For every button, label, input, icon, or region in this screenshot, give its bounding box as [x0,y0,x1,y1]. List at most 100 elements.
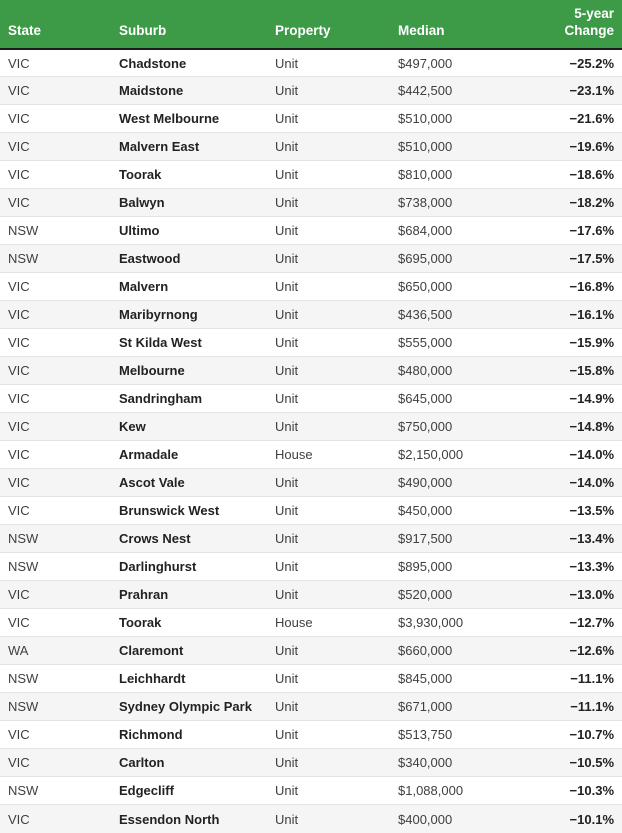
cell-median: $660,000 [390,636,530,665]
cell-state: NSW [0,524,111,553]
cell-property: Unit [267,720,390,749]
table-row: VIC Richmond Unit $513,750 −10.7% [0,720,622,749]
cell-median: $810,000 [390,160,530,189]
cell-change: −13.4% [530,524,622,553]
cell-state: VIC [0,300,111,329]
cell-median: $845,000 [390,664,530,693]
table-row: NSW Eastwood Unit $695,000 −17.5% [0,244,622,273]
cell-state: VIC [0,76,111,105]
cell-median: $497,000 [398,55,453,71]
cell-change: −14.8% [530,412,622,441]
table-row: NSW Ultimo Unit $684,000 −17.6% [0,216,622,245]
table-row: VIC Toorak Unit $810,000 −18.6% [0,160,622,189]
cell-suburb: St Kilda West [111,328,267,357]
header-row: State Suburb Property Median 5-year Chan… [0,0,622,50]
cell-state: VIC [0,440,111,469]
table-row: NSW Darlinghurst Unit $895,000 −13.3% [0,552,622,581]
cell-change: −13.3% [530,552,622,581]
cell-change: −11.1% [530,664,622,693]
table-row: VIC Chadstone Unit $497,000 −25.2% [0,49,622,77]
cell-state: VIC [0,160,111,189]
table-row: VIC Malvern East Unit $510,000 −19.6% [0,132,622,161]
cell-suburb: Maidstone [111,76,267,105]
cell-suburb: Leichhardt [111,664,267,693]
table-header: State Suburb Property Median 5-year Chan… [0,0,622,50]
cell-median: $510,000 [390,104,530,133]
cell-suburb: Ultimo [111,216,267,245]
cell-change: −10.3% [530,776,622,805]
table-row: VIC St Kilda West Unit $555,000 −15.9% [0,328,622,357]
col-header-property: Property [267,0,390,50]
table-row: VIC Sandringham Unit $645,000 −14.9% [0,384,622,413]
cell-suburb: Ascot Vale [111,468,267,497]
cell-change: −10.1% [530,804,622,833]
cell-median: $340,000 [390,748,530,777]
col-header-state: State [0,0,111,50]
cell-change: −14.9% [530,384,622,413]
table-row: VIC Melbourne Unit $480,000 −15.8% [0,356,622,385]
cell-state: VIC [0,468,111,497]
cell-state: VIC [0,608,111,637]
cell-change: −18.2% [530,188,622,217]
table-row: NSW Leichhardt Unit $845,000 −11.1% [0,664,622,693]
cell-suburb: Brunswick West [111,496,267,525]
cell-state: WA [0,636,111,665]
cell-property: Unit [267,524,390,553]
cell-median: $695,000 [390,244,530,273]
table-row: WA Claremont Unit $660,000 −12.6% [0,636,622,665]
cell-change: −19.6% [530,132,622,161]
cell-change: −15.9% [530,328,622,357]
cell-property: Unit [267,552,390,581]
cell-property: Unit [267,692,390,721]
col-header-suburb: Suburb [111,0,267,50]
table-row: VIC Toorak House $3,930,000 −12.7% [0,608,622,637]
cell-change: −13.0% [530,580,622,609]
cell-change: −23.1% [530,76,622,105]
cell-change: −10.7% [530,720,622,749]
table-row: NSW Edgecliff Unit $1,088,000 −10.3% [0,776,622,805]
table-row: VIC Prahran Unit $520,000 −13.0% [0,580,622,609]
cell-suburb: Sydney Olympic Park [111,692,267,721]
cell-property: Unit [267,496,390,525]
cell-suburb: Sandringham [111,384,267,413]
cell-state: NSW [0,664,111,693]
table-row: NSW Crows Nest Unit $917,500 −13.4% [0,524,622,553]
cell-median: $436,500 [390,300,530,329]
cell-median: $555,000 [390,328,530,357]
table-row: VIC Maidstone Unit $442,500 −23.1% [0,76,622,105]
cell-median: $3,930,000 [390,608,530,637]
cell-state: VIC [0,384,111,413]
cell-property: Unit [267,132,390,161]
table-row: VIC Balwyn Unit $738,000 −18.2% [0,188,622,217]
cell-median: $738,000 [390,188,530,217]
cell-change: −14.0% [530,468,622,497]
cell-property: House [267,608,390,637]
cell-property: Unit [267,664,390,693]
cell-change: −12.7% [530,608,622,637]
cell-median: $442,500 [390,76,530,105]
cell-suburb: Carlton [111,748,267,777]
cell-property: Unit [267,272,390,301]
cell-median: $490,000 [390,468,530,497]
cell-property: Unit [267,776,390,805]
cell-suburb: Kew [111,412,267,441]
cell-state: VIC [0,496,111,525]
cell-state: VIC [0,804,111,833]
cell-median: $684,000 [390,216,530,245]
cell-state: VIC [0,328,111,357]
cell-change: −12.6% [530,636,622,665]
cell-state: VIC [8,55,30,71]
cell-property: Unit [267,216,390,245]
cell-suburb: Essendon North [111,804,267,833]
table-row: VIC Ascot Vale Unit $490,000 −14.0% [0,468,622,497]
cell-state: NSW [0,216,111,245]
cell-suburb: Eastwood [111,244,267,273]
cell-suburb: Chadstone [119,55,187,71]
cell-suburb: Edgecliff [111,776,267,805]
cell-change: −16.1% [530,300,622,329]
cell-median: $2,150,000 [390,440,530,469]
table-row: VIC Malvern Unit $650,000 −16.8% [0,272,622,301]
cell-change: −21.6% [530,104,622,133]
cell-state: VIC [0,356,111,385]
